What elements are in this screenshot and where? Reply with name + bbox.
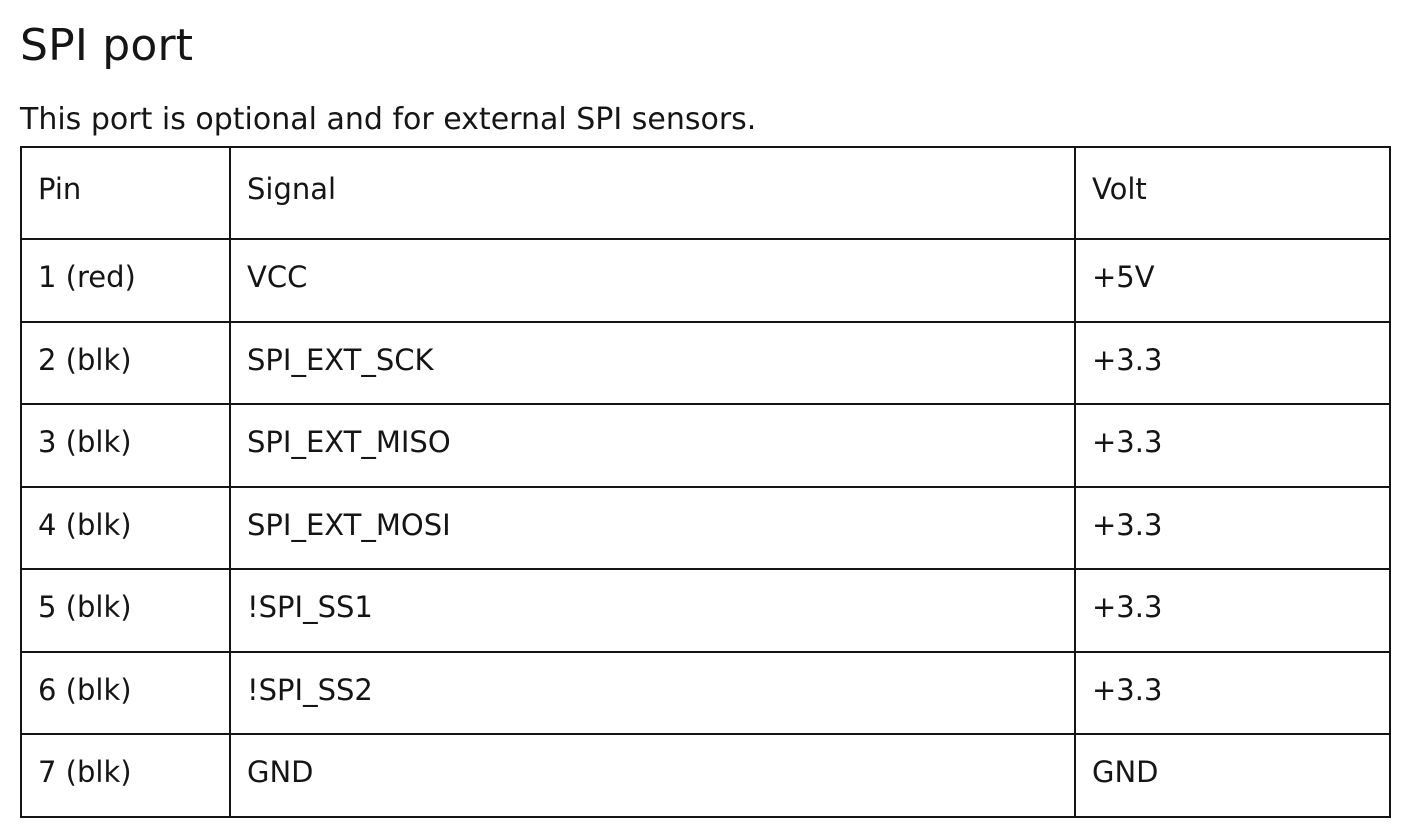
cell-pin: 7 (blk) [20, 733, 231, 818]
cell-pin: 3 (blk) [20, 403, 231, 488]
cell-signal: !SPI_SS2 [229, 650, 1076, 735]
cell-volt: +5V [1074, 238, 1391, 323]
cell-signal: !SPI_SS1 [229, 568, 1076, 653]
cell-pin: 4 (blk) [20, 485, 231, 570]
header-signal: Signal [229, 146, 1076, 240]
cell-pin: 6 (blk) [20, 650, 231, 735]
cell-volt: +3.3 [1074, 650, 1391, 735]
document-section: SPI port This port is optional and for e… [20, 0, 1391, 818]
cell-signal: SPI_EXT_SCK [229, 320, 1076, 405]
cell-volt: +3.3 [1074, 568, 1391, 653]
cell-volt: GND [1074, 733, 1391, 818]
table-row: 6 (blk) !SPI_SS2 +3.3 [20, 650, 1391, 735]
cell-volt: +3.3 [1074, 485, 1391, 570]
section-description: This port is optional and for external S… [20, 102, 757, 137]
cell-signal: SPI_EXT_MOSI [229, 485, 1076, 570]
header-volt: Volt [1074, 146, 1391, 240]
cell-signal: SPI_EXT_MISO [229, 403, 1076, 488]
table-row: 1 (red) VCC +5V [20, 238, 1391, 323]
cell-volt: +3.3 [1074, 320, 1391, 405]
table-row: 4 (blk) SPI_EXT_MOSI +3.3 [20, 485, 1391, 570]
table-header-row: Pin Signal Volt [20, 146, 1391, 240]
cell-signal: VCC [229, 238, 1076, 323]
cell-signal: GND [229, 733, 1076, 818]
section-heading: SPI port [20, 20, 194, 71]
cell-pin: 2 (blk) [20, 320, 231, 405]
spi-pinout-table: Pin Signal Volt 1 (red) VCC +5V 2 (blk) … [20, 146, 1391, 818]
cell-pin: 5 (blk) [20, 568, 231, 653]
cell-pin: 1 (red) [20, 238, 231, 323]
table-row: 7 (blk) GND GND [20, 733, 1391, 818]
table-row: 2 (blk) SPI_EXT_SCK +3.3 [20, 320, 1391, 405]
cell-volt: +3.3 [1074, 403, 1391, 488]
table-row: 5 (blk) !SPI_SS1 +3.3 [20, 568, 1391, 653]
header-pin: Pin [20, 146, 231, 240]
table-row: 3 (blk) SPI_EXT_MISO +3.3 [20, 403, 1391, 488]
